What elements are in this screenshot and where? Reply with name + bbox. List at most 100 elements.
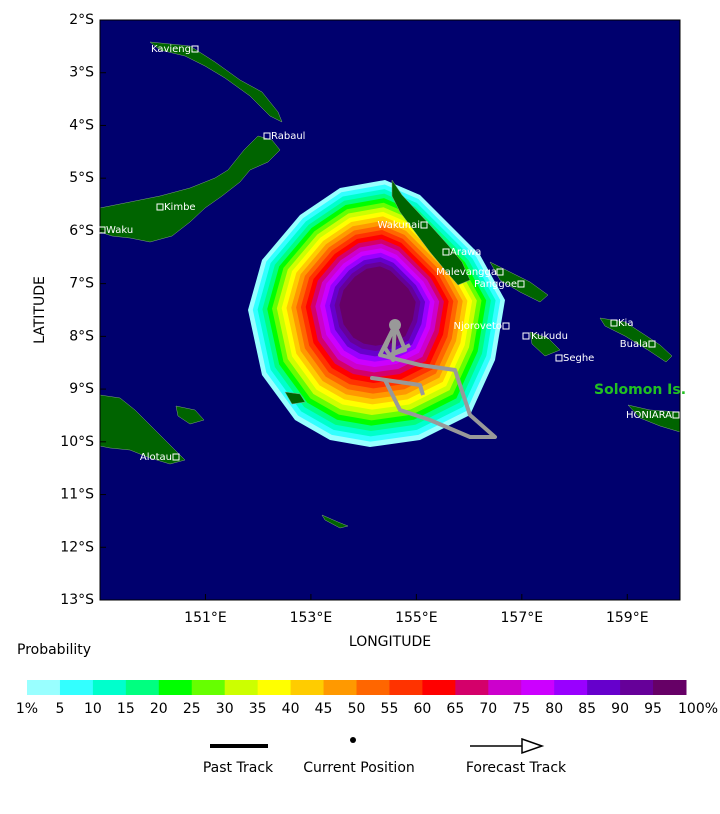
region-label: Solomon Is. [594, 382, 686, 398]
y-tick-label: 6°S [69, 223, 94, 239]
colorbar-label: 20 [150, 701, 168, 717]
colorbar-title: Probability [17, 642, 91, 658]
colorbar-swatch [323, 680, 357, 695]
y-tick-label: 5°S [69, 170, 94, 186]
colorbar-label: 65 [446, 701, 464, 717]
colorbar-label: 60 [413, 701, 431, 717]
place-label: Kia [618, 318, 633, 329]
x-tick-label: 159°E [606, 610, 649, 626]
colorbar-label: 40 [282, 701, 300, 717]
land [99, 41, 681, 529]
place-marker [156, 203, 164, 211]
x-tick-label: 155°E [395, 610, 438, 626]
y-tick-label: 8°S [69, 328, 94, 344]
legend-label: Forecast Track [466, 760, 567, 776]
colorbar-swatch [422, 680, 456, 695]
map-frame [99, 19, 681, 601]
place-label: Rabaul [271, 131, 305, 142]
colorbar-swatch [27, 680, 61, 695]
colorbar-swatch [92, 680, 127, 695]
y-tick-label: 11°S [60, 487, 94, 503]
colorbar-label: 25 [183, 701, 201, 717]
place-marker [191, 45, 199, 53]
legend-current-position [350, 737, 356, 743]
colorbar-swatch [158, 680, 193, 695]
place-marker [502, 322, 510, 330]
colorbar-swatch [587, 680, 621, 695]
y-axis-title: LATITUDE [32, 276, 48, 344]
probability-field [248, 180, 505, 447]
legend-forecast-arrow [521, 737, 545, 755]
colorbar-label: 1% [16, 701, 38, 717]
y-tick-label: 3°S [69, 65, 94, 81]
colorbar-label: 5 [55, 701, 64, 717]
place-marker [648, 340, 656, 348]
colorbar-label: 80 [545, 701, 563, 717]
current-position [389, 319, 401, 331]
colorbar-label: 55 [381, 701, 399, 717]
place-marker [672, 411, 680, 419]
place-marker [517, 280, 525, 288]
colorbar-swatch [521, 680, 555, 695]
place-marker [442, 248, 450, 256]
colorbar-label: 85 [578, 701, 596, 717]
legend-label: Past Track [203, 760, 274, 776]
place-marker [610, 319, 618, 327]
colorbar-swatch [554, 680, 588, 695]
colorbar-label: 35 [249, 701, 267, 717]
colorbar-label: 95 [644, 701, 662, 717]
colorbar-swatch [620, 680, 654, 695]
place-marker [263, 132, 271, 140]
y-tick-label: 7°S [69, 276, 94, 292]
place-label: Kimbe [164, 202, 196, 213]
place-label: Arawa [450, 247, 481, 258]
colorbar-swatch [356, 680, 390, 695]
y-tick-label: 9°S [69, 381, 94, 397]
colorbar-label: 15 [117, 701, 135, 717]
colorbar-swatch [125, 680, 160, 695]
place-marker [172, 453, 180, 461]
place-label: Buala [620, 339, 648, 350]
place-label: Waku [106, 225, 133, 236]
place-label: HONIARA [626, 410, 672, 421]
place-marker [98, 226, 106, 234]
y-tick-label: 12°S [60, 539, 94, 555]
place-label: Alotau [140, 452, 172, 463]
colorbar-swatch [455, 680, 489, 695]
y-tick-label: 10°S [60, 434, 94, 450]
colorbar-swatch [389, 680, 423, 695]
place-label: Kukudu [531, 331, 568, 342]
place-label: Seghe [563, 353, 594, 364]
place-label: Malevangga [436, 267, 497, 278]
colorbar-label: 45 [315, 701, 333, 717]
colorbar-label: 100% [678, 701, 718, 717]
colorbar-swatch [59, 680, 94, 695]
colorbar-label: 50 [348, 701, 366, 717]
x-tick-label: 153°E [290, 610, 333, 626]
place-label: Kavieng [151, 44, 191, 55]
place-label: Panggoe [474, 279, 517, 290]
colorbar-swatch [257, 680, 292, 695]
colorbar-label: 90 [611, 701, 629, 717]
y-tick-label: 4°S [69, 117, 94, 133]
y-tick-label: 13°S [60, 592, 94, 608]
place-marker [522, 332, 530, 340]
colorbar-label: 10 [84, 701, 102, 717]
place-marker [555, 354, 563, 362]
colorbar-swatch [653, 680, 687, 695]
y-tick-label: 2°S [69, 12, 94, 28]
place-label: Wakunai [378, 220, 420, 231]
place-marker [420, 221, 428, 229]
colorbar-swatch [488, 680, 522, 695]
colorbar-label: 75 [512, 701, 530, 717]
place-label: Njoroveto [454, 321, 503, 332]
colorbar-swatch [290, 680, 325, 695]
colorbar-swatch [224, 680, 259, 695]
x-tick-label: 151°E [184, 610, 227, 626]
colorbar-label: 70 [479, 701, 497, 717]
x-tick-label: 157°E [501, 610, 544, 626]
colorbar-swatch [191, 680, 226, 695]
place-marker [496, 268, 504, 276]
colorbar-label: 30 [216, 701, 234, 717]
